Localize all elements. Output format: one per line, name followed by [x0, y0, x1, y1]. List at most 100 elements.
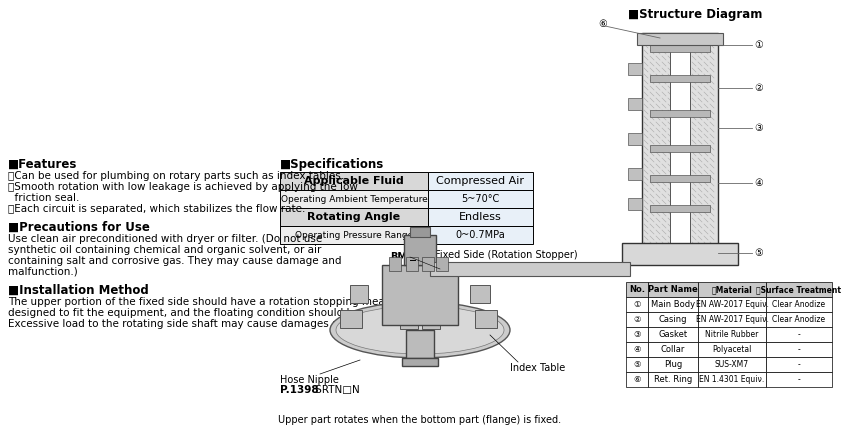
Text: Plug: Plug [664, 360, 682, 369]
Bar [766, 312, 832, 327]
Bar [650, 145, 710, 152]
Ellipse shape [336, 306, 504, 354]
Text: ⓈSurface Treatment: ⓈSurface Treatment [757, 285, 842, 294]
Text: 5~70°C: 5~70°C [462, 194, 500, 204]
Text: BMRTY: BMRTY [390, 252, 428, 262]
Text: ■Precautions for Use: ■Precautions for Use [8, 221, 150, 234]
Text: ■Structure Diagram: ■Structure Diagram [628, 8, 762, 21]
Bar [698, 342, 766, 357]
Text: ・Can be used for plumbing on rotary parts such as index tables.: ・Can be used for plumbing on rotary part… [8, 171, 344, 181]
Bar [410, 227, 430, 237]
Bar [428, 208, 533, 226]
Bar [382, 265, 458, 325]
Text: Upper part rotates when the bottom part (flange) is fixed.: Upper part rotates when the bottom part … [278, 415, 561, 425]
Bar [626, 327, 648, 342]
Text: Endless: Endless [459, 212, 502, 222]
Bar [626, 297, 648, 312]
Text: Applicable Fluid: Applicable Fluid [304, 176, 404, 186]
Text: ①: ① [633, 300, 641, 309]
Text: Hose Nipple: Hose Nipple [280, 375, 339, 385]
Text: malfunction.): malfunction.) [8, 267, 78, 277]
Text: Operating Ambient Temperature: Operating Ambient Temperature [281, 194, 428, 203]
Bar [648, 372, 698, 387]
Text: P.1398: P.1398 [280, 385, 319, 395]
Text: Excessive load to the rotating side shaft may cause damages and air leakage.: Excessive load to the rotating side shaf… [8, 319, 417, 329]
Text: ④: ④ [633, 345, 641, 354]
Text: Polyacetal: Polyacetal [713, 345, 752, 354]
Bar [642, 33, 718, 263]
Bar [280, 190, 428, 208]
Bar [389, 257, 401, 271]
Bar [628, 133, 642, 145]
Bar [766, 327, 832, 342]
Bar [402, 358, 438, 366]
Bar [406, 330, 434, 358]
Text: ②: ② [754, 83, 763, 93]
Text: ③: ③ [633, 330, 641, 339]
Text: ⑥: ⑥ [633, 375, 641, 384]
Bar [650, 110, 710, 117]
Bar [350, 285, 368, 303]
Ellipse shape [330, 302, 510, 358]
Bar [626, 357, 648, 372]
Text: Part Name: Part Name [648, 285, 698, 294]
Bar [650, 45, 710, 52]
Bar [766, 282, 832, 297]
Text: -: - [798, 330, 800, 339]
Text: No.: No. [629, 285, 645, 294]
Text: EN 1.4301 Equiν.: EN 1.4301 Equiν. [700, 375, 765, 384]
Bar [422, 257, 434, 271]
Text: SRTN□N: SRTN□N [312, 385, 359, 395]
Bar [648, 357, 698, 372]
Bar [628, 168, 642, 180]
Text: EN AW-2017 Equiν.: EN AW-2017 Equiν. [695, 315, 768, 324]
Bar [698, 297, 766, 312]
Bar [475, 310, 497, 328]
Bar [340, 310, 362, 328]
Text: -: - [798, 345, 800, 354]
Text: friction seal.: friction seal. [8, 193, 80, 203]
Bar [637, 33, 723, 45]
Text: ①: ① [754, 40, 763, 50]
Bar [648, 312, 698, 327]
Bar [628, 63, 642, 75]
Bar [766, 297, 832, 312]
Text: ■Specifications: ■Specifications [280, 158, 385, 171]
Bar [628, 98, 642, 110]
Text: -: - [798, 375, 800, 384]
Text: 0~0.7MPa: 0~0.7MPa [456, 230, 506, 240]
Text: Casing: Casing [659, 315, 688, 324]
Bar [626, 342, 648, 357]
Bar [622, 243, 738, 265]
Bar [650, 205, 710, 212]
Text: Nitrile Rubber: Nitrile Rubber [705, 330, 759, 339]
Text: Compressed Air: Compressed Air [436, 176, 525, 186]
Bar [650, 175, 710, 182]
Text: Clear Anodize: Clear Anodize [772, 315, 825, 324]
Bar [648, 297, 698, 312]
Bar [280, 208, 428, 226]
Bar [428, 172, 533, 190]
Bar [400, 315, 418, 329]
Text: ⑥: ⑥ [598, 19, 607, 29]
Bar [436, 257, 448, 271]
Bar [470, 285, 490, 303]
Text: ⓂMaterial: ⓂMaterial [712, 285, 753, 294]
Bar [766, 372, 832, 387]
Bar [626, 312, 648, 327]
Text: synthetic oil containing chemical and organic solvent, or air: synthetic oil containing chemical and or… [8, 245, 321, 255]
Text: ■Features: ■Features [8, 158, 77, 171]
Text: Clear Anodize: Clear Anodize [772, 300, 825, 309]
Bar [650, 75, 710, 82]
Text: ⑤: ⑤ [754, 248, 763, 258]
Text: Fixed Side (Rotation Stopper): Fixed Side (Rotation Stopper) [435, 250, 578, 260]
Text: The upper portion of the fixed side should have a rotation stopping measure: The upper portion of the fixed side shou… [8, 297, 407, 307]
Bar [628, 198, 642, 210]
Bar [406, 257, 418, 271]
Bar [698, 312, 766, 327]
Bar [648, 342, 698, 357]
Text: ⑤: ⑤ [633, 360, 641, 369]
Text: Operating Pressure Range: Operating Pressure Range [295, 230, 413, 239]
Bar [698, 282, 766, 297]
Text: Index Table: Index Table [510, 363, 565, 373]
